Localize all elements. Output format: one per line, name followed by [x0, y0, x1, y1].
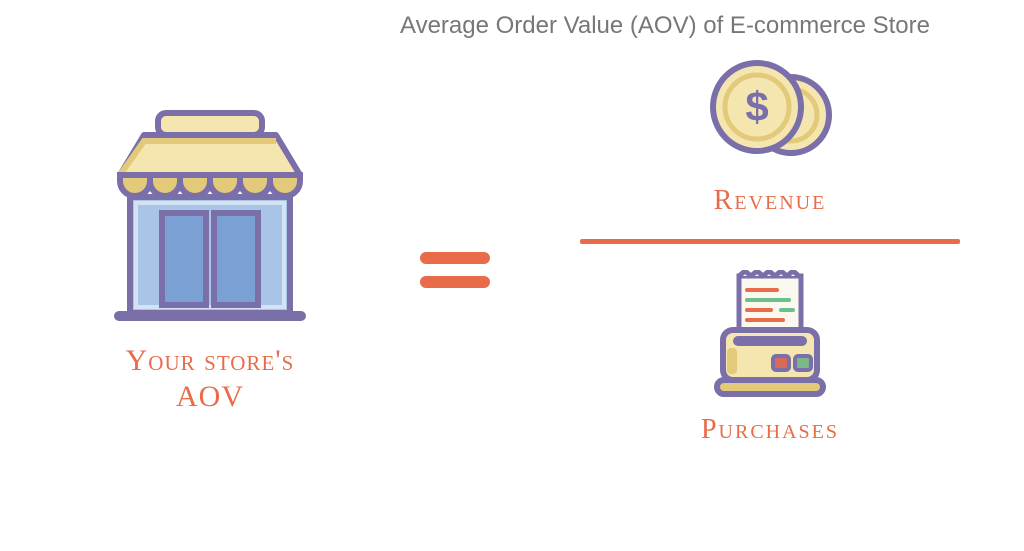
svg-text:$: $	[745, 83, 768, 130]
revenue-block: $ Revenue	[705, 55, 835, 217]
store-block: Your store's AOV	[80, 105, 340, 415]
equals-bar-top	[420, 252, 490, 264]
fraction-block: $ Revenue Purchases	[560, 55, 980, 446]
equals-sign	[420, 240, 490, 300]
purchases-block: Purchases	[701, 270, 839, 446]
fraction-line	[580, 239, 960, 244]
equals-bar-bottom	[420, 276, 490, 288]
page-title: Average Order Value (AOV) of E-commerce …	[400, 12, 1024, 40]
store-label-line2: AOV	[176, 380, 244, 413]
register-icon	[705, 270, 835, 400]
store-label: Your store's AOV	[126, 343, 295, 415]
store-label-line1: Your store's	[126, 344, 295, 377]
purchases-label: Purchases	[701, 414, 839, 446]
coins-icon: $	[705, 55, 835, 175]
revenue-label: Revenue	[714, 185, 827, 217]
store-icon	[100, 105, 320, 325]
